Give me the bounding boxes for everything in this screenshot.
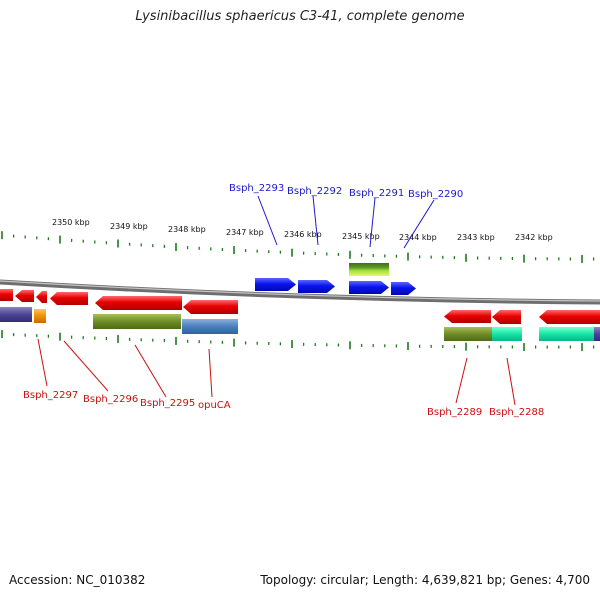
scale-ticks-bottom <box>1 330 595 352</box>
scale-label: 2349 kbp <box>110 222 148 231</box>
gene-label[interactable]: Bsph_2292 <box>287 186 342 197</box>
gene-label[interactable]: Bsph_2293 <box>229 183 284 194</box>
gene-arrow-bsph-2293[interactable] <box>255 278 296 291</box>
gene-label[interactable]: Bsph_2291 <box>349 188 404 199</box>
domain-block-bsph-2291 <box>349 263 389 276</box>
domain-block-orange <box>34 309 46 323</box>
gene-label[interactable]: Bsph_2297 <box>23 390 78 401</box>
leader-lines-bottom <box>37 338 516 406</box>
scale-label: 2347 kbp <box>226 228 264 237</box>
forward-genes <box>255 263 416 295</box>
gene-labels-top: Bsph_2293 Bsph_2292 Bsph_2291 Bsph_2290 <box>229 183 463 200</box>
gene-arrow-bsph-2295[interactable] <box>95 296 182 310</box>
gene-arrow-tiny[interactable] <box>36 291 47 303</box>
gene-arrow-partial-left[interactable] <box>0 289 13 301</box>
genome-backbone <box>0 279 600 305</box>
gene-arrow-bsph-2292[interactable] <box>298 280 335 293</box>
leader-lines-top <box>257 195 435 249</box>
domain-block-bsph-2289 <box>444 327 492 341</box>
gene-label[interactable]: Bsph_2290 <box>408 189 463 200</box>
gene-arrow-small[interactable] <box>15 290 34 302</box>
scale-ticks-top <box>1 231 595 263</box>
domain-block-bsph-2295 <box>93 314 181 329</box>
gene-arrow-bsph-2297[interactable] <box>50 292 88 305</box>
gene-label[interactable]: Bsph_2288 <box>489 407 544 418</box>
gene-arrow-bsph-2289[interactable] <box>444 310 491 323</box>
accession-text: Accession: NC_010382 <box>9 573 146 587</box>
scale-label: 2350 kbp <box>52 218 90 227</box>
scale-labels: 2350 kbp 2349 kbp 2348 kbp 2347 kbp 2346… <box>52 218 553 242</box>
genome-summary-text: Topology: circular; Length: 4,639,821 bp… <box>260 573 590 587</box>
scale-label: 2346 kbp <box>284 230 322 239</box>
scale-label: 2344 kbp <box>399 233 437 242</box>
gene-label[interactable]: Bsph_2289 <box>427 407 482 418</box>
genome-title: Lysinibacillus sphaericus C3-41, complet… <box>135 9 465 24</box>
gene-arrow-bsph-2290[interactable] <box>391 282 416 295</box>
gene-label[interactable]: Bsph_2295 <box>140 398 195 409</box>
scale-label: 2343 kbp <box>457 233 495 242</box>
gene-label[interactable]: Bsph_2296 <box>83 394 138 405</box>
scale-label: 2342 kbp <box>515 233 553 242</box>
gene-labels-bottom: Bsph_2297 Bsph_2296 Bsph_2295 opuCA Bsph… <box>23 390 544 418</box>
gene-arrow-bsph-2288[interactable] <box>492 310 521 324</box>
gene-arrow-bsph-2291[interactable] <box>349 281 389 294</box>
domain-block-opuca <box>182 319 238 334</box>
gene-arrow-opuca[interactable] <box>183 300 238 314</box>
reverse-genes <box>0 289 600 324</box>
domain-block-bsph-2288 <box>492 327 522 341</box>
scale-label: 2345 kbp <box>342 232 380 241</box>
domain-blocks <box>0 307 600 341</box>
gene-label[interactable]: opuCA <box>198 400 231 411</box>
domain-block-teal-right <box>539 327 594 341</box>
scale-label: 2348 kbp <box>168 225 206 234</box>
gene-arrow-right[interactable] <box>539 310 594 324</box>
domain-block-slate <box>0 307 32 322</box>
